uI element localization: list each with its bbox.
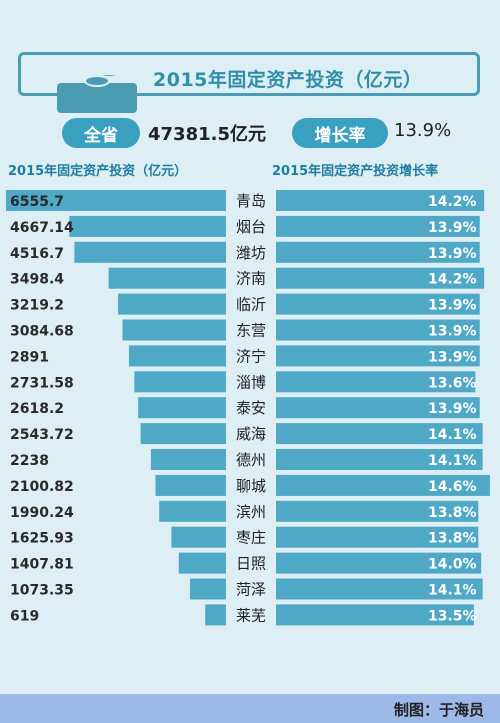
growth-value-label: 14.1% (428, 427, 477, 443)
investment-value-label: 2891 (10, 349, 49, 365)
growth-value-label: 14.1% (428, 453, 477, 469)
growth-value-label: 14.2% (428, 272, 477, 288)
header-banner: 2015年固定资产投资（亿元） (18, 52, 480, 113)
investment-value-label: 4516.7 (10, 246, 64, 262)
growth-value-label: 13.9% (428, 220, 477, 236)
investment-column-header: 2015年固定资产投资（亿元） (8, 164, 188, 179)
investment-value-label: 1990.24 (10, 505, 74, 521)
growth-value-label: 13.9% (428, 298, 477, 314)
money-hand-icon (57, 75, 137, 113)
growth-value-label: 13.6% (428, 375, 477, 391)
growth-value-label: 13.9% (428, 324, 477, 340)
investment-bar (108, 267, 226, 289)
growth-label-pill: 增长率 (292, 118, 388, 148)
city-label: 威海 (236, 425, 266, 443)
investment-bar (150, 449, 226, 470)
investment-bar (128, 345, 226, 367)
growth-value: 13.9% (394, 120, 452, 141)
city-label: 菏泽 (236, 581, 266, 599)
investment-value-label: 1073.35 (10, 583, 74, 599)
investment-bar (189, 578, 226, 600)
investment-bar (171, 526, 226, 548)
investment-bar (134, 371, 226, 393)
growth-bar (276, 500, 479, 522)
growth-value-label: 13.8% (428, 505, 477, 521)
city-label: 淄博 (236, 373, 266, 391)
investment-bar (178, 552, 226, 574)
city-label: 莱芜 (236, 606, 266, 624)
growth-column-header: 2015年固定资产投资增长率 (272, 164, 439, 179)
city-label: 聊城 (236, 477, 266, 495)
growth-bar (276, 215, 480, 237)
investment-value-label: 3219.2 (10, 298, 64, 314)
growth-value-label: 14.6% (428, 479, 477, 495)
investment-value-label: 2100.82 (10, 479, 74, 495)
investment-bar (159, 500, 226, 522)
growth-bar (276, 397, 480, 419)
city-label: 泰安 (236, 399, 266, 417)
investment-value-label: 4667.14 (10, 220, 74, 236)
growth-bar (276, 578, 483, 600)
investment-value-label: 3498.4 (10, 272, 64, 288)
growth-value-label: 13.5% (428, 608, 477, 624)
growth-value-label: 13.9% (428, 246, 477, 262)
investment-bar (138, 397, 226, 419)
investment-value-label: 2238 (10, 453, 49, 469)
growth-value-label: 14.0% (428, 557, 477, 573)
growth-bar (276, 371, 476, 393)
investment-value-label: 6555.7 (10, 194, 64, 210)
investment-bar (140, 423, 226, 445)
footer-credit: 制图：于海员 (393, 701, 484, 719)
investment-bar (69, 215, 226, 237)
growth-bar (276, 474, 490, 496)
city-label: 临沂 (236, 296, 266, 314)
growth-value-label: 13.8% (428, 531, 477, 547)
growth-bar (276, 552, 482, 574)
growth-bar (276, 319, 480, 341)
investment-value-label: 2543.72 (10, 427, 74, 443)
city-label: 青岛 (236, 192, 266, 210)
investment-value-label: 2618.2 (10, 401, 64, 417)
total-label-pill: 全省 (62, 118, 140, 148)
growth-value-label: 13.9% (428, 401, 477, 417)
city-label: 济宁 (236, 347, 266, 365)
city-label: 日照 (236, 555, 266, 573)
city-label: 滨州 (236, 503, 266, 521)
city-label: 烟台 (236, 218, 266, 236)
footer-bar: 制图：于海员 (0, 694, 500, 723)
header-title: 2015年固定资产投资（亿元） (153, 69, 423, 91)
growth-bar (276, 423, 483, 445)
investment-value-label: 1407.81 (10, 557, 74, 573)
investment-bar (117, 293, 226, 315)
growth-bar (276, 345, 480, 367)
investment-bar (205, 604, 226, 626)
growth-bar (276, 267, 485, 289)
investment-value-label: 3084.68 (10, 324, 74, 340)
investment-bar (6, 190, 226, 211)
growth-bar (276, 526, 479, 548)
investment-bar (74, 241, 226, 263)
city-label: 济南 (236, 270, 266, 288)
growth-value-label: 13.9% (428, 349, 477, 365)
growth-bar (276, 449, 483, 470)
city-label: 枣庄 (236, 529, 266, 547)
growth-bar (276, 293, 480, 315)
growth-value-label: 14.1% (428, 583, 477, 599)
city-label: 潍坊 (236, 244, 266, 262)
investment-value-label: 1625.93 (10, 531, 74, 547)
growth-bar (276, 241, 480, 263)
investment-value-label: 619 (10, 608, 39, 624)
city-label: 德州 (236, 451, 266, 469)
investment-bar (155, 474, 226, 496)
growth-bar (276, 604, 474, 626)
growth-value-label: 14.2% (428, 194, 477, 210)
city-label: 东营 (236, 322, 266, 340)
investment-bar (122, 319, 226, 341)
growth-bar (276, 190, 485, 211)
investment-value-label: 2731.58 (10, 375, 74, 391)
total-value: 47381.5亿元 (148, 124, 266, 145)
